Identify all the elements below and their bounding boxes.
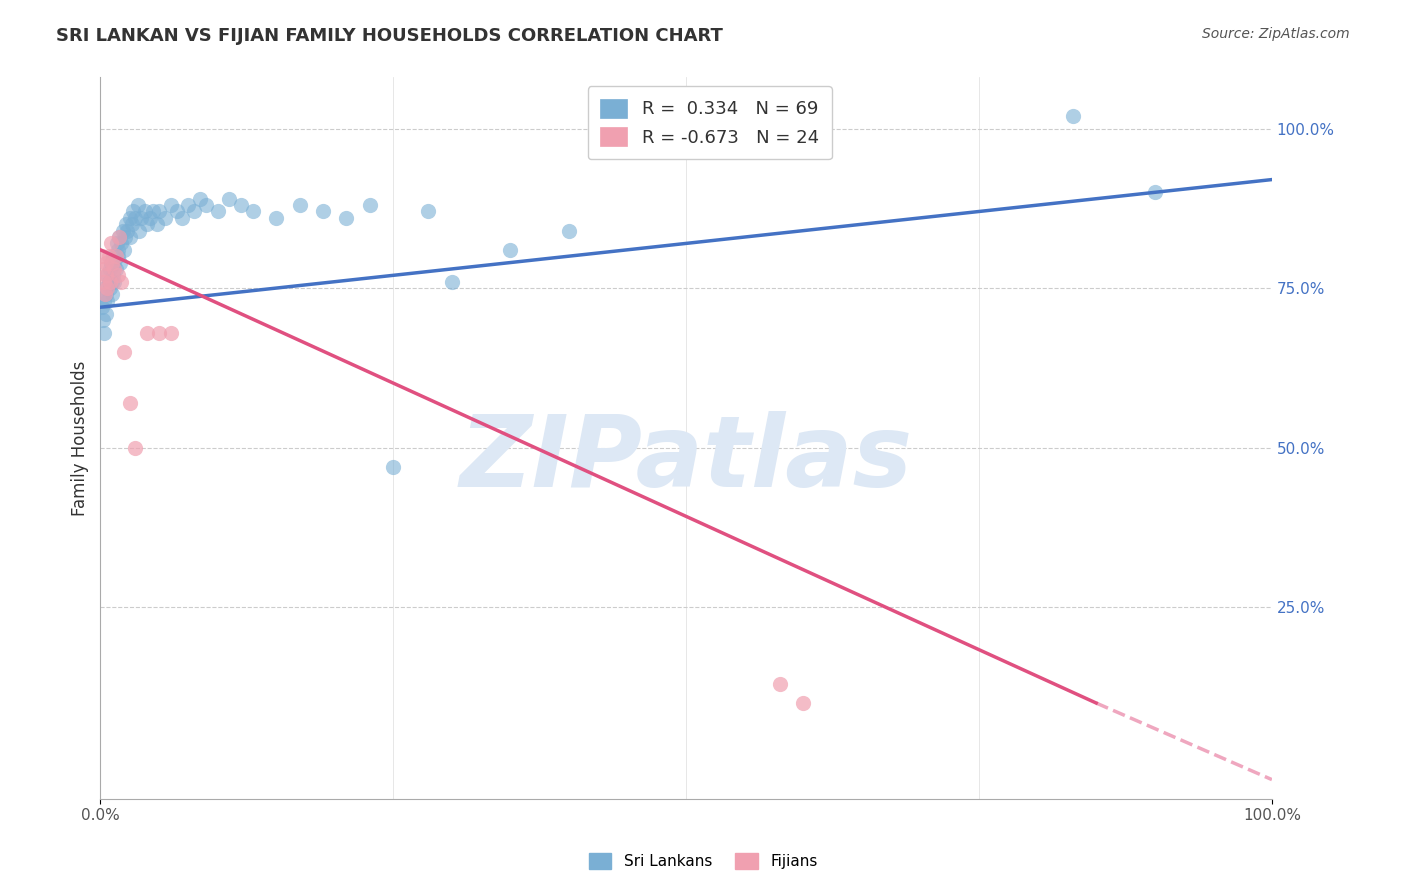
Point xyxy=(312,204,335,219)
Point xyxy=(207,204,229,219)
Point xyxy=(100,255,122,269)
Point xyxy=(101,275,124,289)
Point xyxy=(93,326,115,340)
Point xyxy=(98,262,121,277)
Point xyxy=(114,230,136,244)
Point xyxy=(101,255,124,269)
Point xyxy=(288,198,311,212)
Point xyxy=(96,255,118,269)
Point xyxy=(93,275,115,289)
Point xyxy=(440,275,463,289)
Point xyxy=(145,217,167,231)
Point xyxy=(124,211,146,225)
Point xyxy=(94,281,117,295)
Point xyxy=(499,243,522,257)
Point xyxy=(96,281,118,295)
Point xyxy=(104,249,127,263)
Point xyxy=(115,217,138,231)
Point xyxy=(792,696,814,710)
Point xyxy=(91,313,114,327)
Point xyxy=(94,287,117,301)
Point xyxy=(153,211,176,225)
Point xyxy=(418,204,440,219)
Point xyxy=(148,204,170,219)
Point xyxy=(96,268,118,283)
Point xyxy=(159,198,181,212)
Text: Source: ZipAtlas.com: Source: ZipAtlas.com xyxy=(1202,27,1350,41)
Point xyxy=(382,459,405,474)
Point xyxy=(131,211,153,225)
Point xyxy=(138,211,160,225)
Point xyxy=(242,204,264,219)
Y-axis label: Family Households: Family Households xyxy=(72,360,89,516)
Point xyxy=(121,217,143,231)
Point xyxy=(142,204,165,219)
Point xyxy=(194,198,217,212)
Point xyxy=(110,275,132,289)
Legend: Sri Lankans, Fijians: Sri Lankans, Fijians xyxy=(582,847,824,875)
Point xyxy=(108,230,131,244)
Point xyxy=(112,243,135,257)
Point xyxy=(105,236,128,251)
Point xyxy=(103,275,125,289)
Point xyxy=(98,275,121,289)
Point xyxy=(136,217,159,231)
Point xyxy=(166,204,188,219)
Point xyxy=(122,204,145,219)
Point xyxy=(107,268,129,283)
Point xyxy=(103,262,125,277)
Point xyxy=(108,230,131,244)
Point xyxy=(118,230,141,244)
Point xyxy=(1143,186,1166,200)
Point xyxy=(558,224,581,238)
Point xyxy=(96,287,118,301)
Point xyxy=(90,249,112,263)
Point xyxy=(183,204,205,219)
Point xyxy=(118,396,141,410)
Point xyxy=(136,326,159,340)
Point xyxy=(134,204,156,219)
Point xyxy=(103,255,125,269)
Point xyxy=(117,224,139,238)
Point xyxy=(93,293,115,308)
Point xyxy=(90,300,112,314)
Point xyxy=(128,224,150,238)
Point xyxy=(100,236,122,251)
Point xyxy=(118,211,141,225)
Point xyxy=(148,326,170,340)
Point xyxy=(96,293,118,308)
Text: ZIPatlas: ZIPatlas xyxy=(460,411,912,508)
Point xyxy=(769,677,792,691)
Point xyxy=(98,281,121,295)
Point xyxy=(1062,109,1084,123)
Point xyxy=(218,192,240,206)
Point xyxy=(96,268,118,283)
Point xyxy=(127,198,149,212)
Point xyxy=(107,243,129,257)
Point xyxy=(264,211,287,225)
Point xyxy=(110,236,132,251)
Point xyxy=(97,275,120,289)
Point xyxy=(172,211,194,225)
Point xyxy=(111,224,134,238)
Point xyxy=(359,198,381,212)
Point xyxy=(107,249,129,263)
Point xyxy=(97,249,120,263)
Point xyxy=(103,268,125,283)
Point xyxy=(112,345,135,359)
Point xyxy=(96,307,118,321)
Legend: R =  0.334   N = 69, R = -0.673   N = 24: R = 0.334 N = 69, R = -0.673 N = 24 xyxy=(588,87,831,160)
Point xyxy=(229,198,252,212)
Point xyxy=(104,262,127,277)
Point xyxy=(101,287,124,301)
Point xyxy=(159,326,181,340)
Text: SRI LANKAN VS FIJIAN FAMILY HOUSEHOLDS CORRELATION CHART: SRI LANKAN VS FIJIAN FAMILY HOUSEHOLDS C… xyxy=(56,27,723,45)
Point xyxy=(335,211,357,225)
Point xyxy=(188,192,211,206)
Point xyxy=(124,441,146,455)
Point xyxy=(177,198,200,212)
Point xyxy=(103,249,125,263)
Point xyxy=(110,255,132,269)
Point xyxy=(91,262,114,277)
